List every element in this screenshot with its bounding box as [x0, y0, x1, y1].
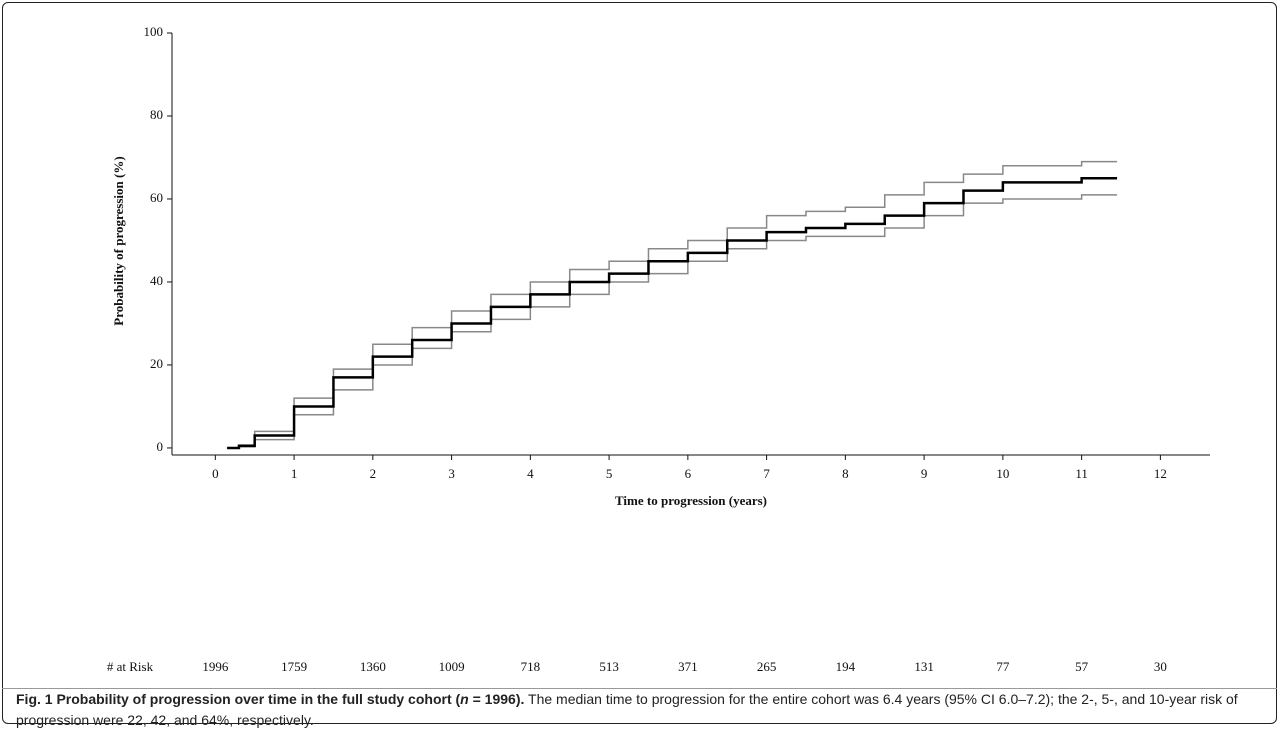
x-tick-label: 11	[1075, 466, 1088, 481]
x-tick-label: 12	[1154, 466, 1167, 481]
risk-count: 131	[914, 659, 934, 674]
y-tick-label: 80	[150, 107, 163, 122]
caption-text: The median time to progression for the e…	[16, 691, 1238, 728]
risk-count: 265	[757, 659, 777, 674]
caption-italic: n	[460, 691, 469, 707]
x-tick-label: 1	[291, 466, 298, 481]
caption: Fig. 1 Probability of progression over t…	[16, 689, 1266, 731]
y-tick-label: 20	[150, 356, 163, 371]
x-tick-label: 5	[606, 466, 613, 481]
risk-count: 718	[521, 659, 541, 674]
y-tick-label: 100	[144, 24, 164, 39]
x-tick-label: 3	[448, 466, 455, 481]
x-tick-label: 8	[842, 466, 849, 481]
caption-bold-text: Fig. 1 Probability of progression over t…	[16, 691, 461, 707]
km-curve	[227, 194, 1118, 449]
x-tick-label: 6	[685, 466, 692, 481]
caption-bold-text: = 1996).	[468, 691, 525, 707]
risk-count: 30	[1154, 659, 1167, 674]
y-axis-label: Probability of progression (%)	[111, 156, 126, 325]
y-tick-label: 60	[150, 190, 163, 205]
risk-count: 513	[599, 659, 619, 674]
risk-count: 1759	[281, 659, 307, 674]
caption-bold: Fig. 1 Probability of progression over t…	[16, 691, 524, 707]
chart: Time to progression (years) Probability …	[107, 24, 1210, 674]
x-tick-label: 10	[996, 466, 1009, 481]
caption-divider	[2, 688, 1277, 689]
risk-table-label: # at Risk	[107, 659, 154, 674]
risk-count: 1360	[360, 659, 386, 674]
x-tick-label: 4	[527, 466, 534, 481]
risk-count: 371	[678, 659, 698, 674]
x-tick-label: 9	[921, 466, 928, 481]
km-curve	[227, 176, 1118, 450]
x-tick-label: 0	[212, 466, 219, 481]
y-tick-label: 0	[157, 439, 164, 454]
x-tick-label: 7	[763, 466, 770, 481]
y-tick-label: 40	[150, 273, 163, 288]
risk-count: 57	[1075, 659, 1089, 674]
risk-count: 194	[836, 659, 856, 674]
x-axis-label: Time to progression (years)	[615, 493, 767, 508]
risk-count: 1009	[439, 659, 465, 674]
x-tick-label: 2	[370, 466, 377, 481]
risk-count: 77	[996, 659, 1010, 674]
risk-count: 1996	[202, 659, 229, 674]
km-curve	[227, 160, 1118, 449]
